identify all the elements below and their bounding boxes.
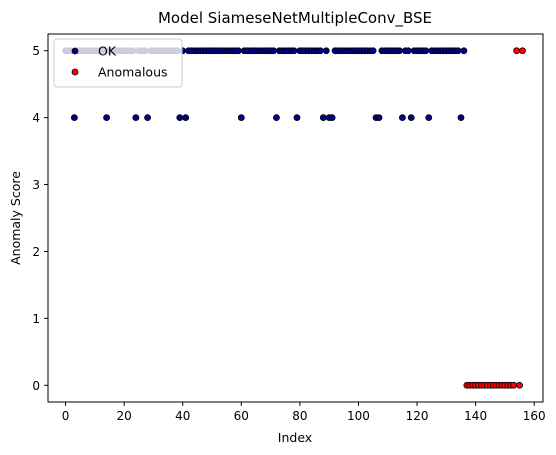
data-point-ok: [237, 114, 245, 122]
data-point-ok: [290, 47, 298, 55]
data-point-anomalous: [519, 47, 526, 55]
data-point-ok: [369, 47, 377, 55]
data-point-anomalous: [513, 47, 521, 55]
x-tick-label: 140: [464, 409, 487, 423]
data-point-anomalous: [516, 381, 523, 389]
data-point-ok: [319, 114, 327, 122]
data-point-ok: [399, 114, 406, 122]
x-tick-label: 60: [234, 409, 249, 423]
legend-label-ok: OK: [98, 44, 117, 59]
plot-frame: [47, 33, 544, 403]
data-point-ok: [457, 114, 465, 122]
data-point-ok: [425, 114, 433, 122]
data-point-ok: [454, 47, 462, 55]
data-point-ok: [70, 114, 78, 122]
plot-marks: [62, 47, 526, 389]
y-tick-label: 1: [32, 312, 40, 326]
data-point-ok: [322, 47, 330, 55]
data-point-ok: [234, 47, 242, 55]
data-point-ok: [404, 47, 412, 55]
data-point-ok: [316, 47, 324, 55]
legend: OK Anomalous: [53, 38, 183, 88]
data-point-ok: [270, 47, 277, 55]
data-point-ok: [273, 114, 280, 122]
x-tick-label: 0: [62, 409, 70, 423]
x-tick-label: 20: [117, 409, 132, 423]
data-point-ok: [103, 114, 110, 122]
legend-marker-ok: [71, 47, 79, 55]
legend-box: [53, 38, 183, 88]
data-point-ok: [328, 114, 336, 122]
y-tick-label: 2: [32, 245, 40, 259]
x-tick-label: 160: [523, 409, 546, 423]
y-tick-label: 5: [32, 44, 40, 58]
data-point-ok: [144, 114, 151, 122]
data-point-ok: [176, 114, 184, 122]
x-axis-ticks: 0 20 40 60 80 100 120 140 160: [62, 402, 546, 423]
data-point-ok: [422, 47, 430, 55]
y-tick-label: 0: [32, 379, 40, 393]
legend-label-anomalous: Anomalous: [98, 65, 168, 80]
data-point-ok: [396, 47, 403, 55]
data-point-ok: [293, 114, 301, 122]
data-point-ok: [132, 114, 140, 122]
data-point-ok: [375, 114, 383, 122]
x-axis-label: Index: [278, 430, 312, 445]
y-axis-label: Anomaly Score: [8, 171, 23, 265]
y-tick-label: 4: [32, 111, 40, 125]
x-tick-label: 80: [292, 409, 307, 423]
x-tick-label: 100: [347, 409, 370, 423]
y-tick-label: 3: [32, 178, 40, 192]
data-point-ok: [407, 114, 415, 122]
legend-marker-anomalous: [71, 68, 79, 76]
x-tick-label: 120: [406, 409, 429, 423]
data-point-ok: [182, 114, 190, 122]
chart-title: Model SiameseNetMultipleConv_BSE: [158, 9, 432, 28]
x-tick-label: 40: [175, 409, 190, 423]
y-axis-ticks: 0 1 2 3 4 5: [32, 44, 48, 393]
data-point-anomalous: [510, 381, 518, 389]
data-point-ok: [460, 47, 468, 55]
